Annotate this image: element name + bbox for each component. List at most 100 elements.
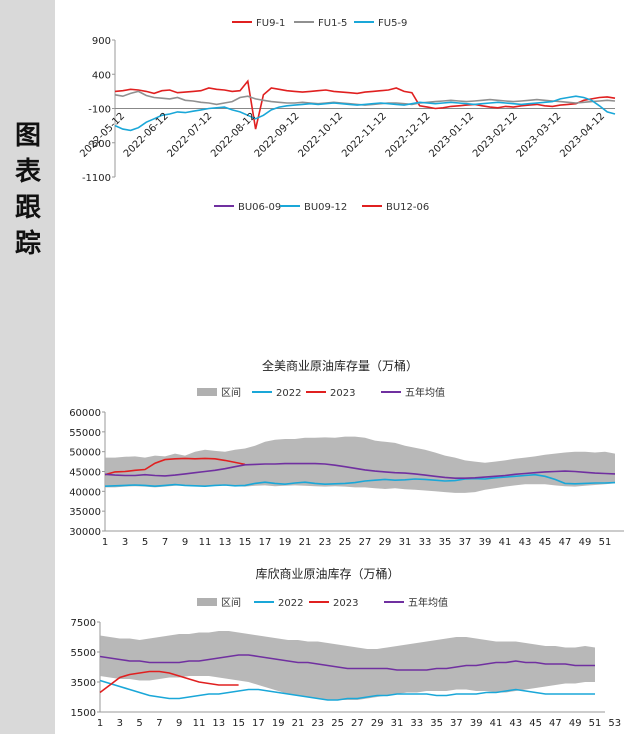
x-tick-label: 9 xyxy=(182,537,188,548)
series-line-2022 xyxy=(99,679,595,701)
x-tick-label: 2023-03-12 xyxy=(515,111,564,160)
legend-label: BU12-06 xyxy=(386,202,429,213)
x-tick-label: 19 xyxy=(272,718,285,729)
x-tick-label: 25 xyxy=(339,537,352,548)
x-tick-label: 2022-11-12 xyxy=(340,111,389,160)
x-tick-label: 5 xyxy=(142,537,148,548)
legend-label: 五年均值 xyxy=(408,596,448,609)
x-tick-label: 35 xyxy=(430,718,443,729)
x-tick-label: 2022-12-12 xyxy=(384,111,433,160)
legend-label: 区间 xyxy=(221,386,241,399)
legend-label: 区间 xyxy=(221,596,241,609)
x-tick-label: 13 xyxy=(212,718,225,729)
x-tick-label: 11 xyxy=(199,537,212,548)
x-tick-label: 17 xyxy=(259,537,272,548)
x-tick-label: 1 xyxy=(97,718,103,729)
bu-spreads-chart: BU06-09BU09-12BU12-06700200-300-8002022-… xyxy=(214,202,429,213)
x-tick-label: 37 xyxy=(459,537,472,548)
x-tick-label: 39 xyxy=(470,718,483,729)
title-char: 跟 xyxy=(14,193,41,223)
x-tick-label: 7 xyxy=(156,718,162,729)
x-tick-label: 17 xyxy=(252,718,265,729)
y-tick-label: -100 xyxy=(88,105,111,116)
x-tick-label: 2023-01-12 xyxy=(427,111,476,160)
x-tick-label: 2022-05-12 xyxy=(78,111,127,160)
us-crude-stock-chart: 全美商业原油库存量（万桶） 区间 2022 2023 五年均值 60000 55000 500… xyxy=(69,358,624,548)
legend-label: 2022 xyxy=(276,388,301,399)
chart-title: 库欣商业原油库存（万桶） xyxy=(255,566,399,581)
title-char: 表 xyxy=(14,157,41,187)
series-line-FU5-9 xyxy=(114,95,616,132)
vertical-title: 图 表 跟 踪 xyxy=(8,118,48,262)
x-tick-label: 21 xyxy=(292,718,305,729)
y-tick-label: 5500 xyxy=(71,648,96,659)
x-tick-label: 43 xyxy=(519,537,532,548)
y-tick-label: 3500 xyxy=(71,678,96,689)
series-line-2023 xyxy=(104,457,246,476)
chart-title: 全美商业原油库存量（万桶） xyxy=(262,358,418,373)
x-tick-label: 45 xyxy=(539,537,552,548)
x-tick-label: 35 xyxy=(439,537,452,548)
x-tick-label: 33 xyxy=(419,537,432,548)
title-char: 踪 xyxy=(14,229,41,259)
legend-swatch xyxy=(197,388,217,396)
x-tick-label: 29 xyxy=(379,537,392,548)
y-tick-label: 60000 xyxy=(69,408,101,419)
fu-spreads-chart: FU9-1 FU1-5 FU5-9 900 400 -100 -600 -1100 2022-0… xyxy=(78,18,616,184)
legend-label: FU9-1 xyxy=(256,18,285,29)
legend-label: 五年均值 xyxy=(405,386,445,399)
y-tick-label: 7500 xyxy=(71,618,96,629)
y-tick-label: 1500 xyxy=(71,708,96,719)
x-tick-label: 43 xyxy=(509,718,522,729)
x-tick-label: 27 xyxy=(351,718,364,729)
x-tick-label: 23 xyxy=(311,718,324,729)
x-tick-label: 29 xyxy=(371,718,384,729)
x-tick-label: 13 xyxy=(219,537,232,548)
y-tick-label: 55000 xyxy=(69,428,101,439)
x-tick-label: 49 xyxy=(579,537,592,548)
x-tick-label: 47 xyxy=(549,718,562,729)
y-tick-label: -1100 xyxy=(82,173,111,184)
x-tick-label: 15 xyxy=(232,718,245,729)
series-line-五年均值 xyxy=(104,462,616,479)
x-tick-label: 53 xyxy=(608,718,621,729)
y-tick-label: 45000 xyxy=(69,468,101,479)
series-line-五年均值 xyxy=(99,654,595,671)
x-tick-label: 37 xyxy=(450,718,463,729)
y-tick-label: 40000 xyxy=(69,487,101,498)
series-line-2023 xyxy=(99,670,239,694)
x-tick-label: 25 xyxy=(331,718,344,729)
legend-label: 2023 xyxy=(330,388,355,399)
x-tick-label: 19 xyxy=(279,537,292,548)
series-line-2022 xyxy=(104,473,616,488)
y-tick-label: 900 xyxy=(92,36,111,47)
x-tick-label: 27 xyxy=(359,537,372,548)
cushing-crude-stock-chart: 库欣商业原油库存（万桶）区间 2022 2023 五年均值75005500350015… xyxy=(71,566,622,729)
x-tick-label: 2022-10-12 xyxy=(296,111,345,160)
legend-label: BU09-12 xyxy=(304,202,347,213)
x-tick-label: 3 xyxy=(122,537,128,548)
x-tick-label: 2023-04-12 xyxy=(558,111,607,160)
x-tick-label: 41 xyxy=(499,537,512,548)
title-char: 图 xyxy=(14,121,41,151)
x-tick-label: 49 xyxy=(569,718,582,729)
y-tick-label: 30000 xyxy=(69,527,101,538)
sidebar-panel: 图 表 跟 踪 xyxy=(0,0,55,734)
y-tick-label: 400 xyxy=(92,70,111,81)
x-tick-label: 31 xyxy=(399,537,412,548)
range-band xyxy=(100,631,595,700)
x-tick-label: 9 xyxy=(176,718,182,729)
legend-swatch xyxy=(197,598,217,606)
y-tick-label: 35000 xyxy=(69,507,101,518)
x-tick-label: 2022-06-12 xyxy=(122,111,171,160)
x-tick-label: 2023-02-12 xyxy=(471,111,520,160)
x-tick-label: 31 xyxy=(391,718,404,729)
legend-label: 2023 xyxy=(333,598,358,609)
x-tick-label: 2022-08-12 xyxy=(209,111,258,160)
x-tick-label: 39 xyxy=(479,537,492,548)
x-tick-label: 11 xyxy=(193,718,206,729)
x-tick-label: 23 xyxy=(319,537,332,548)
x-tick-label: 7 xyxy=(162,537,168,548)
y-tick-label: 50000 xyxy=(69,448,101,459)
x-tick-label: 51 xyxy=(599,537,612,548)
